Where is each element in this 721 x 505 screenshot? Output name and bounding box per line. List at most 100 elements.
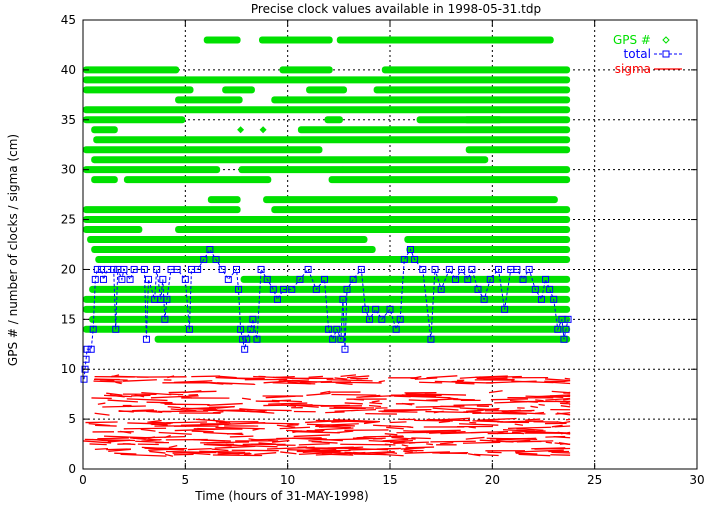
total-point: [83, 345, 91, 353]
sigma-trace: [545, 441, 553, 444]
x-tick-label: 5: [182, 473, 190, 487]
sigma-trace: [545, 378, 571, 382]
sigma-trace: [279, 426, 311, 430]
sigma-trace: [440, 431, 489, 435]
y-tick-label: 20: [61, 262, 76, 276]
sigma-trace: [403, 450, 413, 453]
sigma-trace: [340, 374, 357, 377]
sigma-trace: [419, 381, 443, 384]
total-point: [269, 285, 277, 293]
sigma-trace: [389, 421, 407, 424]
sigma-trace: [130, 437, 146, 440]
sigma-trace: [312, 438, 343, 442]
sigma-trace: [507, 426, 552, 430]
sigma-trace: [120, 430, 132, 434]
total-point: [212, 255, 220, 263]
sigma-trace: [254, 452, 277, 456]
total-point: [110, 265, 118, 273]
sigma-trace: [318, 425, 330, 428]
sigma-trace: [335, 382, 353, 385]
sigma-trace: [225, 443, 238, 446]
total-point: [480, 295, 488, 303]
x-tick-label: 30: [689, 473, 704, 487]
sigma-trace: [411, 437, 431, 440]
sigma-trace: [490, 398, 528, 401]
sigma-trace: [551, 424, 563, 428]
total-point: [378, 315, 386, 323]
sigma-trace: [406, 426, 414, 429]
total-point: [247, 325, 255, 333]
gps-track: [175, 96, 243, 104]
sigma-trace: [551, 390, 571, 394]
sigma-trace: [141, 438, 162, 442]
x-tick-label: 20: [485, 473, 500, 487]
sigma-trace: [297, 448, 321, 452]
sigma-trace: [424, 393, 467, 396]
sigma-trace: [405, 446, 435, 449]
sigma-trace: [123, 427, 167, 430]
grid: [83, 20, 697, 469]
sigma-trace: [414, 419, 453, 422]
total-point: [451, 275, 459, 283]
total-point: [445, 265, 453, 273]
sigma-trace: [509, 399, 538, 403]
sigma-trace: [408, 399, 438, 402]
total-point: [564, 315, 572, 323]
sigma-trace: [473, 453, 499, 457]
sigma-trace: [426, 443, 434, 446]
gps-track: [91, 176, 118, 184]
sigma-trace: [401, 394, 437, 398]
y-axis-label: GPS # / number of clocks / sigma (cm): [6, 134, 20, 366]
sigma-trace: [378, 409, 427, 412]
sigma-trace: [347, 375, 370, 379]
sigma-trace: [248, 438, 260, 441]
sigma-trace: [218, 375, 237, 379]
x-axis-label: Time (hours of 31-MAY-1998): [194, 489, 368, 503]
sigma-trace: [229, 435, 254, 438]
total-point: [366, 315, 374, 323]
gps-track: [83, 305, 571, 313]
sigma-trace: [167, 375, 175, 379]
total-point: [243, 335, 251, 343]
sigma-trace: [148, 447, 188, 451]
sigma-trace: [426, 398, 459, 401]
sigma-trace: [268, 402, 308, 405]
sigma-trace: [168, 445, 178, 449]
sigma-trace: [369, 402, 383, 405]
sigma-trace: [266, 446, 315, 450]
total-point: [263, 275, 271, 283]
sigma-trace: [425, 410, 469, 414]
gps-track: [154, 335, 571, 343]
sigma-trace: [127, 422, 167, 425]
sigma-trace: [320, 390, 331, 394]
sigma-trace: [298, 452, 328, 456]
sigma-trace: [408, 395, 451, 399]
sigma-trace: [108, 448, 132, 452]
sigma-trace: [102, 405, 146, 408]
sigma-trace: [439, 441, 454, 445]
total-point: [280, 285, 288, 293]
x-tick-label: 0: [79, 473, 87, 487]
sigma-trace: [396, 431, 445, 434]
total-point: [200, 255, 208, 263]
sigma-trace: [466, 409, 484, 412]
total-point: [537, 295, 545, 303]
sigma-trace: [333, 406, 375, 409]
total-point: [386, 305, 394, 313]
sigma-trace: [93, 380, 123, 383]
total-point: [233, 265, 240, 273]
sigma-trace: [215, 426, 265, 430]
total-point: [542, 275, 550, 283]
gps-track: [463, 116, 571, 124]
legend-label: GPS #: [613, 33, 651, 47]
gps-track: [259, 36, 333, 44]
sigma-trace: [462, 441, 501, 444]
sigma-trace: [292, 404, 319, 408]
gps-track: [95, 255, 571, 263]
gps-track: [83, 86, 194, 94]
sigma-trace: [158, 431, 192, 435]
total-point: [337, 335, 345, 343]
total-line: [83, 248, 569, 380]
sigma-trace: [386, 426, 404, 430]
